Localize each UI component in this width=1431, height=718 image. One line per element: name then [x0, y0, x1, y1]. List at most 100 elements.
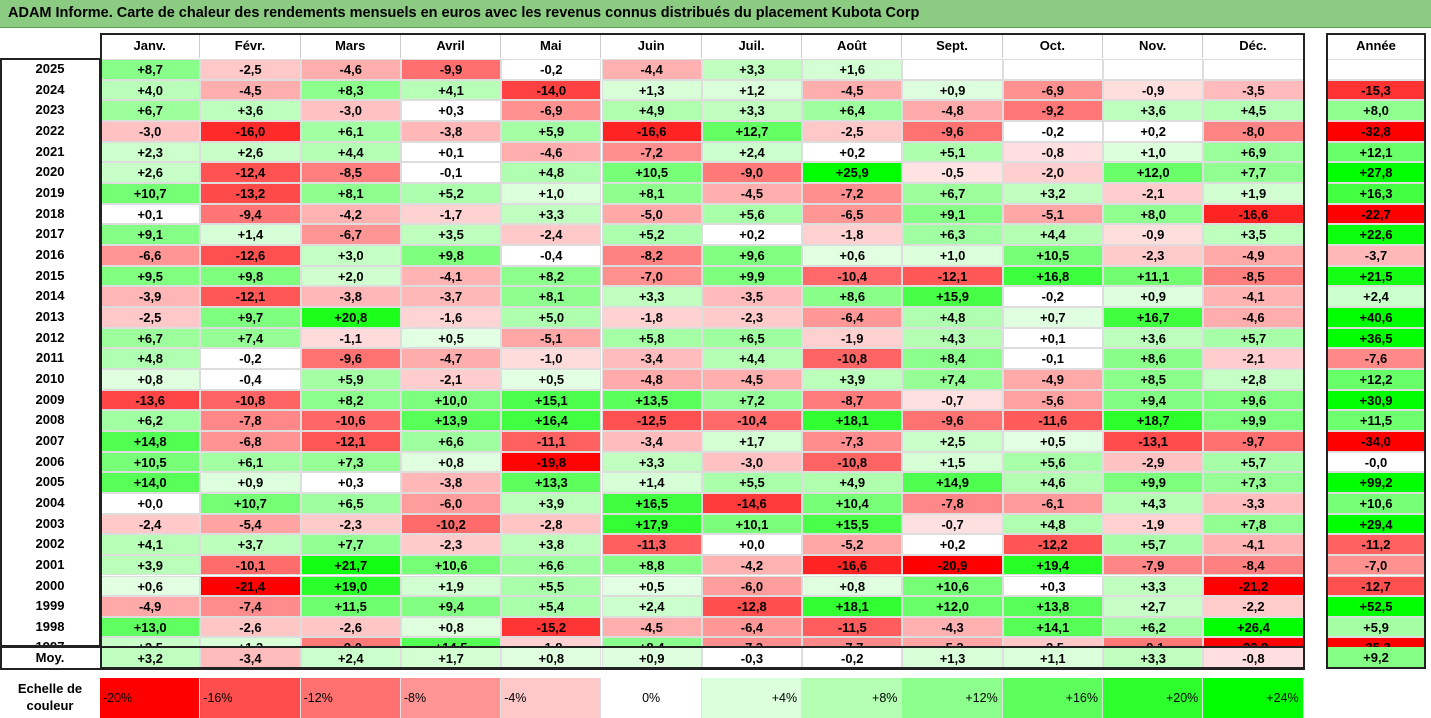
heatmap-cell: -7,2 [601, 141, 702, 163]
heatmap-cell: -14,6 [701, 492, 803, 514]
average-cell: +2,4 [300, 647, 401, 669]
annual-cell: -7,6 [1327, 348, 1425, 369]
heatmap-cell: -5,1 [1002, 203, 1103, 225]
heatmap-cell: +9,4 [400, 596, 502, 617]
heatmap-cell: +5,4 [501, 596, 602, 617]
heatmap-cell: +2,6 [100, 162, 201, 183]
heatmap-cell: -1,0 [501, 348, 602, 369]
heatmap-cell: -4,1 [1203, 286, 1304, 307]
heatmap-cell: +8,1 [300, 182, 401, 204]
heatmap-cell: -4,8 [601, 368, 702, 390]
heatmap-cell: +8,2 [501, 265, 602, 287]
heatmap-cell: +0,2 [1103, 120, 1204, 142]
heatmap-cell: -4,9 [1203, 244, 1304, 266]
year-label: 2022 [0, 120, 100, 142]
heatmap-cell: +5,5 [501, 575, 602, 597]
heatmap-cell: -2,3 [300, 513, 401, 535]
heatmap-cell: -0,4 [200, 368, 301, 390]
heatmap-cell: +7,4 [902, 368, 1003, 390]
average-cell: -0,2 [802, 647, 903, 669]
heatmap-cell: -8,2 [601, 244, 702, 266]
heatmap-cell: +4,8 [902, 306, 1003, 328]
heatmap-cell: -0,2 [1002, 286, 1103, 307]
heatmap-cell: +7,4 [200, 327, 301, 349]
year-label: 2006 [0, 451, 100, 473]
heatmap-cell: +6,2 [1103, 616, 1204, 638]
scale-swatch: +4% [701, 678, 803, 718]
heatmap-cell: -16,6 [1203, 203, 1304, 225]
scale-swatch: +20% [1103, 678, 1204, 718]
heatmap-cell: +13,8 [1002, 596, 1103, 617]
heatmap-cell: +9,1 [902, 203, 1003, 225]
heatmap-cell: +0,8 [100, 368, 201, 390]
month-header: Janv. [100, 34, 201, 58]
heatmap-cell: +8,1 [501, 286, 602, 307]
heatmap-cell: +0,9 [902, 79, 1003, 101]
heatmap-cell: -4,5 [701, 182, 803, 204]
year-label: 2002 [0, 534, 100, 555]
heatmap-cell: -10,1 [200, 554, 301, 576]
annual-cell: +21,5 [1327, 265, 1425, 287]
heatmap-cell: -4,2 [300, 203, 401, 225]
heatmap-cell: +19,0 [300, 575, 401, 597]
heatmap-cell: +5,6 [1002, 451, 1103, 473]
year-label: 2007 [0, 430, 100, 452]
heatmap-cell: +15,1 [501, 389, 602, 411]
average-cell: -0,3 [701, 647, 803, 669]
heatmap-cell: +19,4 [1002, 554, 1103, 576]
heatmap-cell: -0,7 [902, 389, 1003, 411]
heatmap-cell: -2,8 [501, 513, 602, 535]
heatmap-cell: -2,0 [1002, 162, 1103, 183]
average-cell: +1,3 [902, 647, 1003, 669]
month-header: Août [802, 34, 903, 58]
heatmap-cell: +8,8 [601, 554, 702, 576]
annual-cell: +27,8 [1327, 162, 1425, 183]
heatmap-cell: +3,3 [601, 286, 702, 307]
heatmap-cell: +2,5 [902, 430, 1003, 452]
heatmap-cell: -7,0 [601, 265, 702, 287]
annual-cell: +16,3 [1327, 182, 1425, 204]
heatmap-cell: +3,9 [802, 368, 903, 390]
heatmap-cell: +0,8 [400, 616, 502, 638]
heatmap-cell: +5,5 [701, 472, 803, 493]
heatmap-cell: +0,9 [1103, 286, 1204, 307]
heatmap-cell: +4,4 [300, 141, 401, 163]
heatmap-cell: -14,0 [501, 79, 602, 101]
annual-cell: +36,5 [1327, 327, 1425, 349]
heatmap-cell: -3,4 [601, 348, 702, 369]
heatmap-cell: -7,8 [902, 492, 1003, 514]
month-header: Févr. [200, 34, 301, 58]
year-label: 2015 [0, 265, 100, 287]
year-label: 2004 [0, 492, 100, 514]
heatmap-cell: +6,6 [501, 554, 602, 576]
month-header: Nov. [1103, 34, 1204, 58]
heatmap-cell: +8,6 [1103, 348, 1204, 369]
heatmap-cell: -3,0 [300, 100, 401, 121]
annual-cell: -22,7 [1327, 203, 1425, 225]
heatmap-cell: -11,6 [1002, 410, 1103, 431]
heatmap-cell: -12,1 [200, 286, 301, 307]
heatmap-cell: +0,8 [400, 451, 502, 473]
heatmap-cell: +6,1 [200, 451, 301, 473]
heatmap-cell: +0,5 [400, 327, 502, 349]
heatmap-cell: +10,7 [100, 182, 201, 204]
heatmap-cell: -3,9 [100, 286, 201, 307]
heatmap-cell: -16,6 [802, 554, 903, 576]
scale-swatch: 0% [601, 678, 702, 718]
heatmap-cell: +7,3 [300, 451, 401, 473]
heatmap-cell: -2,5 [802, 120, 903, 142]
heatmap-cell: +5,9 [300, 368, 401, 390]
heatmap-cell: -3,3 [1203, 492, 1304, 514]
heatmap-cell: +15,9 [902, 286, 1003, 307]
heatmap-cell: +0,5 [601, 575, 702, 597]
heatmap-cell: +10,7 [200, 492, 301, 514]
heatmap-cell: -10,4 [802, 265, 903, 287]
heatmap-cell: -1,6 [400, 306, 502, 328]
heatmap-cell: +7,3 [1203, 472, 1304, 493]
heatmap-cell: +5,9 [501, 120, 602, 142]
heatmap-cell: -6,7 [300, 224, 401, 245]
chart-title: ADAM Informe. Carte de chaleur des rende… [8, 5, 920, 21]
heatmap-cell: +5,6 [701, 203, 803, 225]
year-label: 2000 [0, 575, 100, 597]
year-label: 1998 [0, 616, 100, 638]
